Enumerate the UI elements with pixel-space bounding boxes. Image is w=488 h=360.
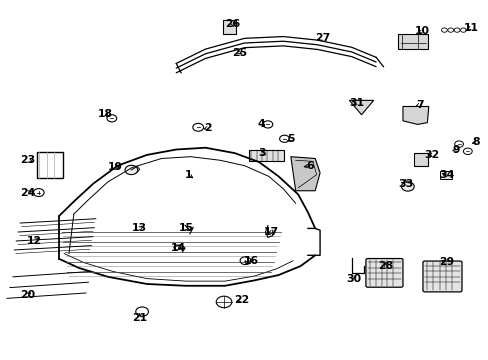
Text: 2: 2 bbox=[203, 123, 211, 133]
FancyBboxPatch shape bbox=[413, 153, 427, 166]
Text: 8: 8 bbox=[471, 138, 479, 147]
Circle shape bbox=[447, 28, 453, 32]
Circle shape bbox=[107, 115, 117, 122]
Circle shape bbox=[263, 121, 272, 128]
Text: 5: 5 bbox=[286, 134, 294, 144]
FancyBboxPatch shape bbox=[439, 171, 451, 179]
Circle shape bbox=[192, 123, 203, 131]
Text: 21: 21 bbox=[132, 313, 147, 323]
Circle shape bbox=[454, 141, 463, 147]
Text: 20: 20 bbox=[20, 290, 35, 300]
Text: 18: 18 bbox=[98, 109, 113, 119]
Text: 28: 28 bbox=[378, 261, 393, 271]
Circle shape bbox=[453, 28, 459, 32]
Text: 34: 34 bbox=[438, 170, 453, 180]
Text: 24: 24 bbox=[20, 188, 35, 198]
Text: 23: 23 bbox=[20, 155, 35, 165]
FancyBboxPatch shape bbox=[365, 258, 402, 287]
Circle shape bbox=[401, 182, 413, 191]
Circle shape bbox=[240, 257, 250, 265]
Text: 26: 26 bbox=[224, 19, 240, 29]
Bar bbox=[37, 152, 62, 178]
FancyBboxPatch shape bbox=[397, 34, 427, 49]
Text: 22: 22 bbox=[234, 295, 249, 305]
Circle shape bbox=[33, 189, 44, 197]
Circle shape bbox=[125, 165, 138, 175]
Text: 9: 9 bbox=[452, 144, 459, 154]
Text: 27: 27 bbox=[314, 33, 329, 43]
Text: 14: 14 bbox=[171, 243, 186, 253]
Circle shape bbox=[463, 148, 471, 154]
FancyBboxPatch shape bbox=[422, 261, 461, 292]
Text: 30: 30 bbox=[346, 274, 361, 284]
Text: 1: 1 bbox=[184, 170, 192, 180]
Text: 6: 6 bbox=[306, 161, 313, 171]
Circle shape bbox=[441, 28, 447, 32]
Polygon shape bbox=[402, 107, 428, 125]
Text: 25: 25 bbox=[232, 48, 246, 58]
Text: 10: 10 bbox=[414, 26, 429, 36]
Bar bbox=[222, 20, 236, 34]
Circle shape bbox=[460, 28, 466, 32]
Circle shape bbox=[216, 296, 231, 308]
Text: 32: 32 bbox=[424, 150, 439, 160]
Text: 4: 4 bbox=[257, 120, 265, 129]
Text: 12: 12 bbox=[27, 236, 42, 246]
Polygon shape bbox=[348, 100, 373, 115]
Text: 11: 11 bbox=[463, 23, 478, 33]
Circle shape bbox=[136, 307, 148, 316]
Polygon shape bbox=[290, 157, 320, 191]
Text: 13: 13 bbox=[132, 224, 147, 233]
Text: 31: 31 bbox=[348, 98, 364, 108]
Text: 33: 33 bbox=[397, 179, 412, 189]
Text: 29: 29 bbox=[438, 257, 453, 267]
Circle shape bbox=[279, 135, 289, 142]
Text: 19: 19 bbox=[107, 162, 122, 172]
Text: 17: 17 bbox=[263, 227, 278, 237]
Text: 3: 3 bbox=[257, 148, 265, 158]
Bar bbox=[249, 150, 284, 161]
Text: 15: 15 bbox=[178, 224, 193, 233]
Text: 7: 7 bbox=[415, 100, 423, 110]
Circle shape bbox=[173, 245, 180, 250]
Text: 16: 16 bbox=[244, 256, 259, 266]
